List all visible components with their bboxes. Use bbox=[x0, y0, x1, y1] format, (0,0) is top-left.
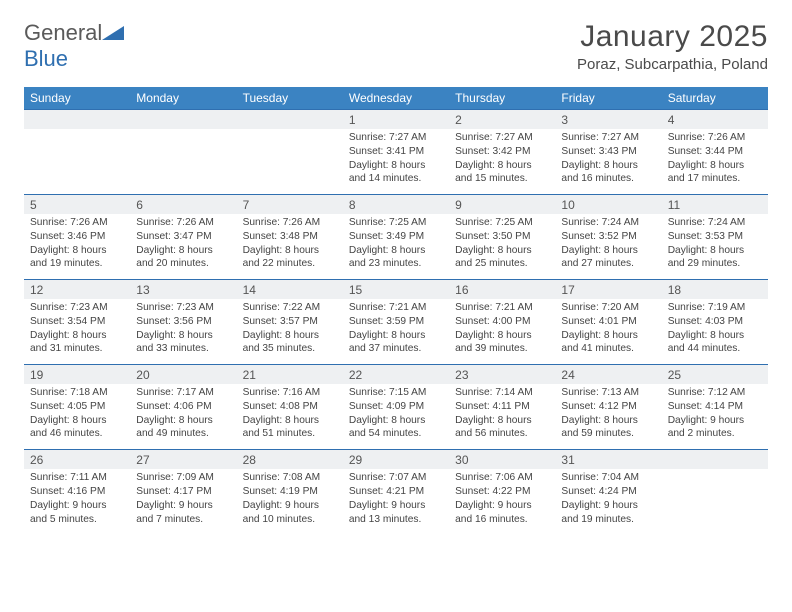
day-number-cell: 15 bbox=[343, 279, 449, 299]
day-number-cell: 11 bbox=[662, 194, 768, 214]
day-detail-cell: Sunrise: 7:07 AMSunset: 4:21 PMDaylight:… bbox=[343, 469, 449, 534]
day-number-cell: 25 bbox=[662, 364, 768, 384]
day-detail-cell: Sunrise: 7:20 AMSunset: 4:01 PMDaylight:… bbox=[555, 299, 661, 364]
day-number-row: 19202122232425 bbox=[24, 364, 768, 384]
day-number-cell: 2 bbox=[449, 109, 555, 129]
day-detail-cell: Sunrise: 7:15 AMSunset: 4:09 PMDaylight:… bbox=[343, 384, 449, 449]
day-detail-cell: Sunrise: 7:21 AMSunset: 3:59 PMDaylight:… bbox=[343, 299, 449, 364]
weekday-header-row: SundayMondayTuesdayWednesdayThursdayFrid… bbox=[24, 87, 768, 109]
day-number-cell: 17 bbox=[555, 279, 661, 299]
day-detail-cell: Sunrise: 7:18 AMSunset: 4:05 PMDaylight:… bbox=[24, 384, 130, 449]
day-detail-cell: Sunrise: 7:14 AMSunset: 4:11 PMDaylight:… bbox=[449, 384, 555, 449]
day-number-row: 1234 bbox=[24, 109, 768, 129]
day-number-cell: 13 bbox=[130, 279, 236, 299]
day-detail-cell: Sunrise: 7:08 AMSunset: 4:19 PMDaylight:… bbox=[237, 469, 343, 534]
day-detail-cell: Sunrise: 7:25 AMSunset: 3:49 PMDaylight:… bbox=[343, 214, 449, 279]
weekday-header: Saturday bbox=[662, 87, 768, 109]
day-number-cell: 19 bbox=[24, 364, 130, 384]
calendar: SundayMondayTuesdayWednesdayThursdayFrid… bbox=[24, 87, 768, 534]
day-number-cell: 12 bbox=[24, 279, 130, 299]
day-number-cell: 7 bbox=[237, 194, 343, 214]
day-detail-cell bbox=[130, 129, 236, 194]
day-detail-cell bbox=[237, 129, 343, 194]
day-number-cell: 10 bbox=[555, 194, 661, 214]
logo-text: General Blue bbox=[24, 20, 124, 72]
logo-part2: Blue bbox=[24, 46, 68, 71]
day-number-cell: 23 bbox=[449, 364, 555, 384]
day-detail-cell: Sunrise: 7:24 AMSunset: 3:52 PMDaylight:… bbox=[555, 214, 661, 279]
day-detail-cell: Sunrise: 7:27 AMSunset: 3:43 PMDaylight:… bbox=[555, 129, 661, 194]
day-detail-cell: Sunrise: 7:21 AMSunset: 4:00 PMDaylight:… bbox=[449, 299, 555, 364]
day-number-cell: 9 bbox=[449, 194, 555, 214]
day-detail-row: Sunrise: 7:18 AMSunset: 4:05 PMDaylight:… bbox=[24, 384, 768, 449]
day-detail-cell: Sunrise: 7:16 AMSunset: 4:08 PMDaylight:… bbox=[237, 384, 343, 449]
day-detail-row: Sunrise: 7:26 AMSunset: 3:46 PMDaylight:… bbox=[24, 214, 768, 279]
day-number-cell bbox=[130, 109, 236, 129]
day-detail-cell: Sunrise: 7:26 AMSunset: 3:44 PMDaylight:… bbox=[662, 129, 768, 194]
day-detail-cell: Sunrise: 7:17 AMSunset: 4:06 PMDaylight:… bbox=[130, 384, 236, 449]
day-detail-cell: Sunrise: 7:06 AMSunset: 4:22 PMDaylight:… bbox=[449, 469, 555, 534]
day-detail-cell: Sunrise: 7:25 AMSunset: 3:50 PMDaylight:… bbox=[449, 214, 555, 279]
day-detail-row: Sunrise: 7:23 AMSunset: 3:54 PMDaylight:… bbox=[24, 299, 768, 364]
title-block: January 2025 Poraz, Subcarpathia, Poland bbox=[577, 20, 768, 73]
day-number-cell: 24 bbox=[555, 364, 661, 384]
day-detail-cell: Sunrise: 7:26 AMSunset: 3:46 PMDaylight:… bbox=[24, 214, 130, 279]
day-number-cell: 8 bbox=[343, 194, 449, 214]
day-number-cell: 5 bbox=[24, 194, 130, 214]
day-detail-cell: Sunrise: 7:26 AMSunset: 3:48 PMDaylight:… bbox=[237, 214, 343, 279]
day-detail-cell: Sunrise: 7:27 AMSunset: 3:41 PMDaylight:… bbox=[343, 129, 449, 194]
day-number-cell: 31 bbox=[555, 449, 661, 469]
day-detail-cell: Sunrise: 7:04 AMSunset: 4:24 PMDaylight:… bbox=[555, 469, 661, 534]
logo: General Blue bbox=[24, 20, 124, 72]
day-detail-cell bbox=[662, 469, 768, 534]
day-number-cell: 28 bbox=[237, 449, 343, 469]
day-detail-cell: Sunrise: 7:12 AMSunset: 4:14 PMDaylight:… bbox=[662, 384, 768, 449]
weekday-header: Tuesday bbox=[237, 87, 343, 109]
location-text: Poraz, Subcarpathia, Poland bbox=[577, 56, 768, 73]
weekday-header: Thursday bbox=[449, 87, 555, 109]
day-detail-cell: Sunrise: 7:11 AMSunset: 4:16 PMDaylight:… bbox=[24, 469, 130, 534]
weekday-header: Sunday bbox=[24, 87, 130, 109]
day-number-cell: 16 bbox=[449, 279, 555, 299]
weekday-header: Friday bbox=[555, 87, 661, 109]
day-number-cell: 21 bbox=[237, 364, 343, 384]
day-number-cell: 22 bbox=[343, 364, 449, 384]
day-number-row: 567891011 bbox=[24, 194, 768, 214]
day-detail-cell: Sunrise: 7:27 AMSunset: 3:42 PMDaylight:… bbox=[449, 129, 555, 194]
day-detail-cell: Sunrise: 7:23 AMSunset: 3:56 PMDaylight:… bbox=[130, 299, 236, 364]
day-number-cell: 3 bbox=[555, 109, 661, 129]
day-number-row: 262728293031 bbox=[24, 449, 768, 469]
day-detail-cell: Sunrise: 7:24 AMSunset: 3:53 PMDaylight:… bbox=[662, 214, 768, 279]
day-detail-cell: Sunrise: 7:26 AMSunset: 3:47 PMDaylight:… bbox=[130, 214, 236, 279]
day-number-cell bbox=[237, 109, 343, 129]
day-number-cell: 1 bbox=[343, 109, 449, 129]
month-title: January 2025 bbox=[577, 20, 768, 54]
weekday-header: Monday bbox=[130, 87, 236, 109]
day-detail-cell: Sunrise: 7:13 AMSunset: 4:12 PMDaylight:… bbox=[555, 384, 661, 449]
day-detail-cell bbox=[24, 129, 130, 194]
header: General Blue January 2025 Poraz, Subcarp… bbox=[24, 20, 768, 73]
day-number-cell: 6 bbox=[130, 194, 236, 214]
day-detail-row: Sunrise: 7:27 AMSunset: 3:41 PMDaylight:… bbox=[24, 129, 768, 194]
day-detail-row: Sunrise: 7:11 AMSunset: 4:16 PMDaylight:… bbox=[24, 469, 768, 534]
day-number-cell: 20 bbox=[130, 364, 236, 384]
logo-triangle-icon bbox=[102, 20, 124, 45]
day-number-cell: 14 bbox=[237, 279, 343, 299]
day-detail-cell: Sunrise: 7:19 AMSunset: 4:03 PMDaylight:… bbox=[662, 299, 768, 364]
day-detail-cell: Sunrise: 7:09 AMSunset: 4:17 PMDaylight:… bbox=[130, 469, 236, 534]
day-number-cell: 30 bbox=[449, 449, 555, 469]
day-number-cell bbox=[662, 449, 768, 469]
day-detail-cell: Sunrise: 7:22 AMSunset: 3:57 PMDaylight:… bbox=[237, 299, 343, 364]
day-number-row: 12131415161718 bbox=[24, 279, 768, 299]
day-number-cell bbox=[24, 109, 130, 129]
day-number-cell: 18 bbox=[662, 279, 768, 299]
calendar-body: 1234Sunrise: 7:27 AMSunset: 3:41 PMDayli… bbox=[24, 109, 768, 534]
day-number-cell: 26 bbox=[24, 449, 130, 469]
weekday-header: Wednesday bbox=[343, 87, 449, 109]
day-number-cell: 29 bbox=[343, 449, 449, 469]
day-number-cell: 27 bbox=[130, 449, 236, 469]
logo-part1: General bbox=[24, 20, 102, 45]
day-detail-cell: Sunrise: 7:23 AMSunset: 3:54 PMDaylight:… bbox=[24, 299, 130, 364]
day-number-cell: 4 bbox=[662, 109, 768, 129]
